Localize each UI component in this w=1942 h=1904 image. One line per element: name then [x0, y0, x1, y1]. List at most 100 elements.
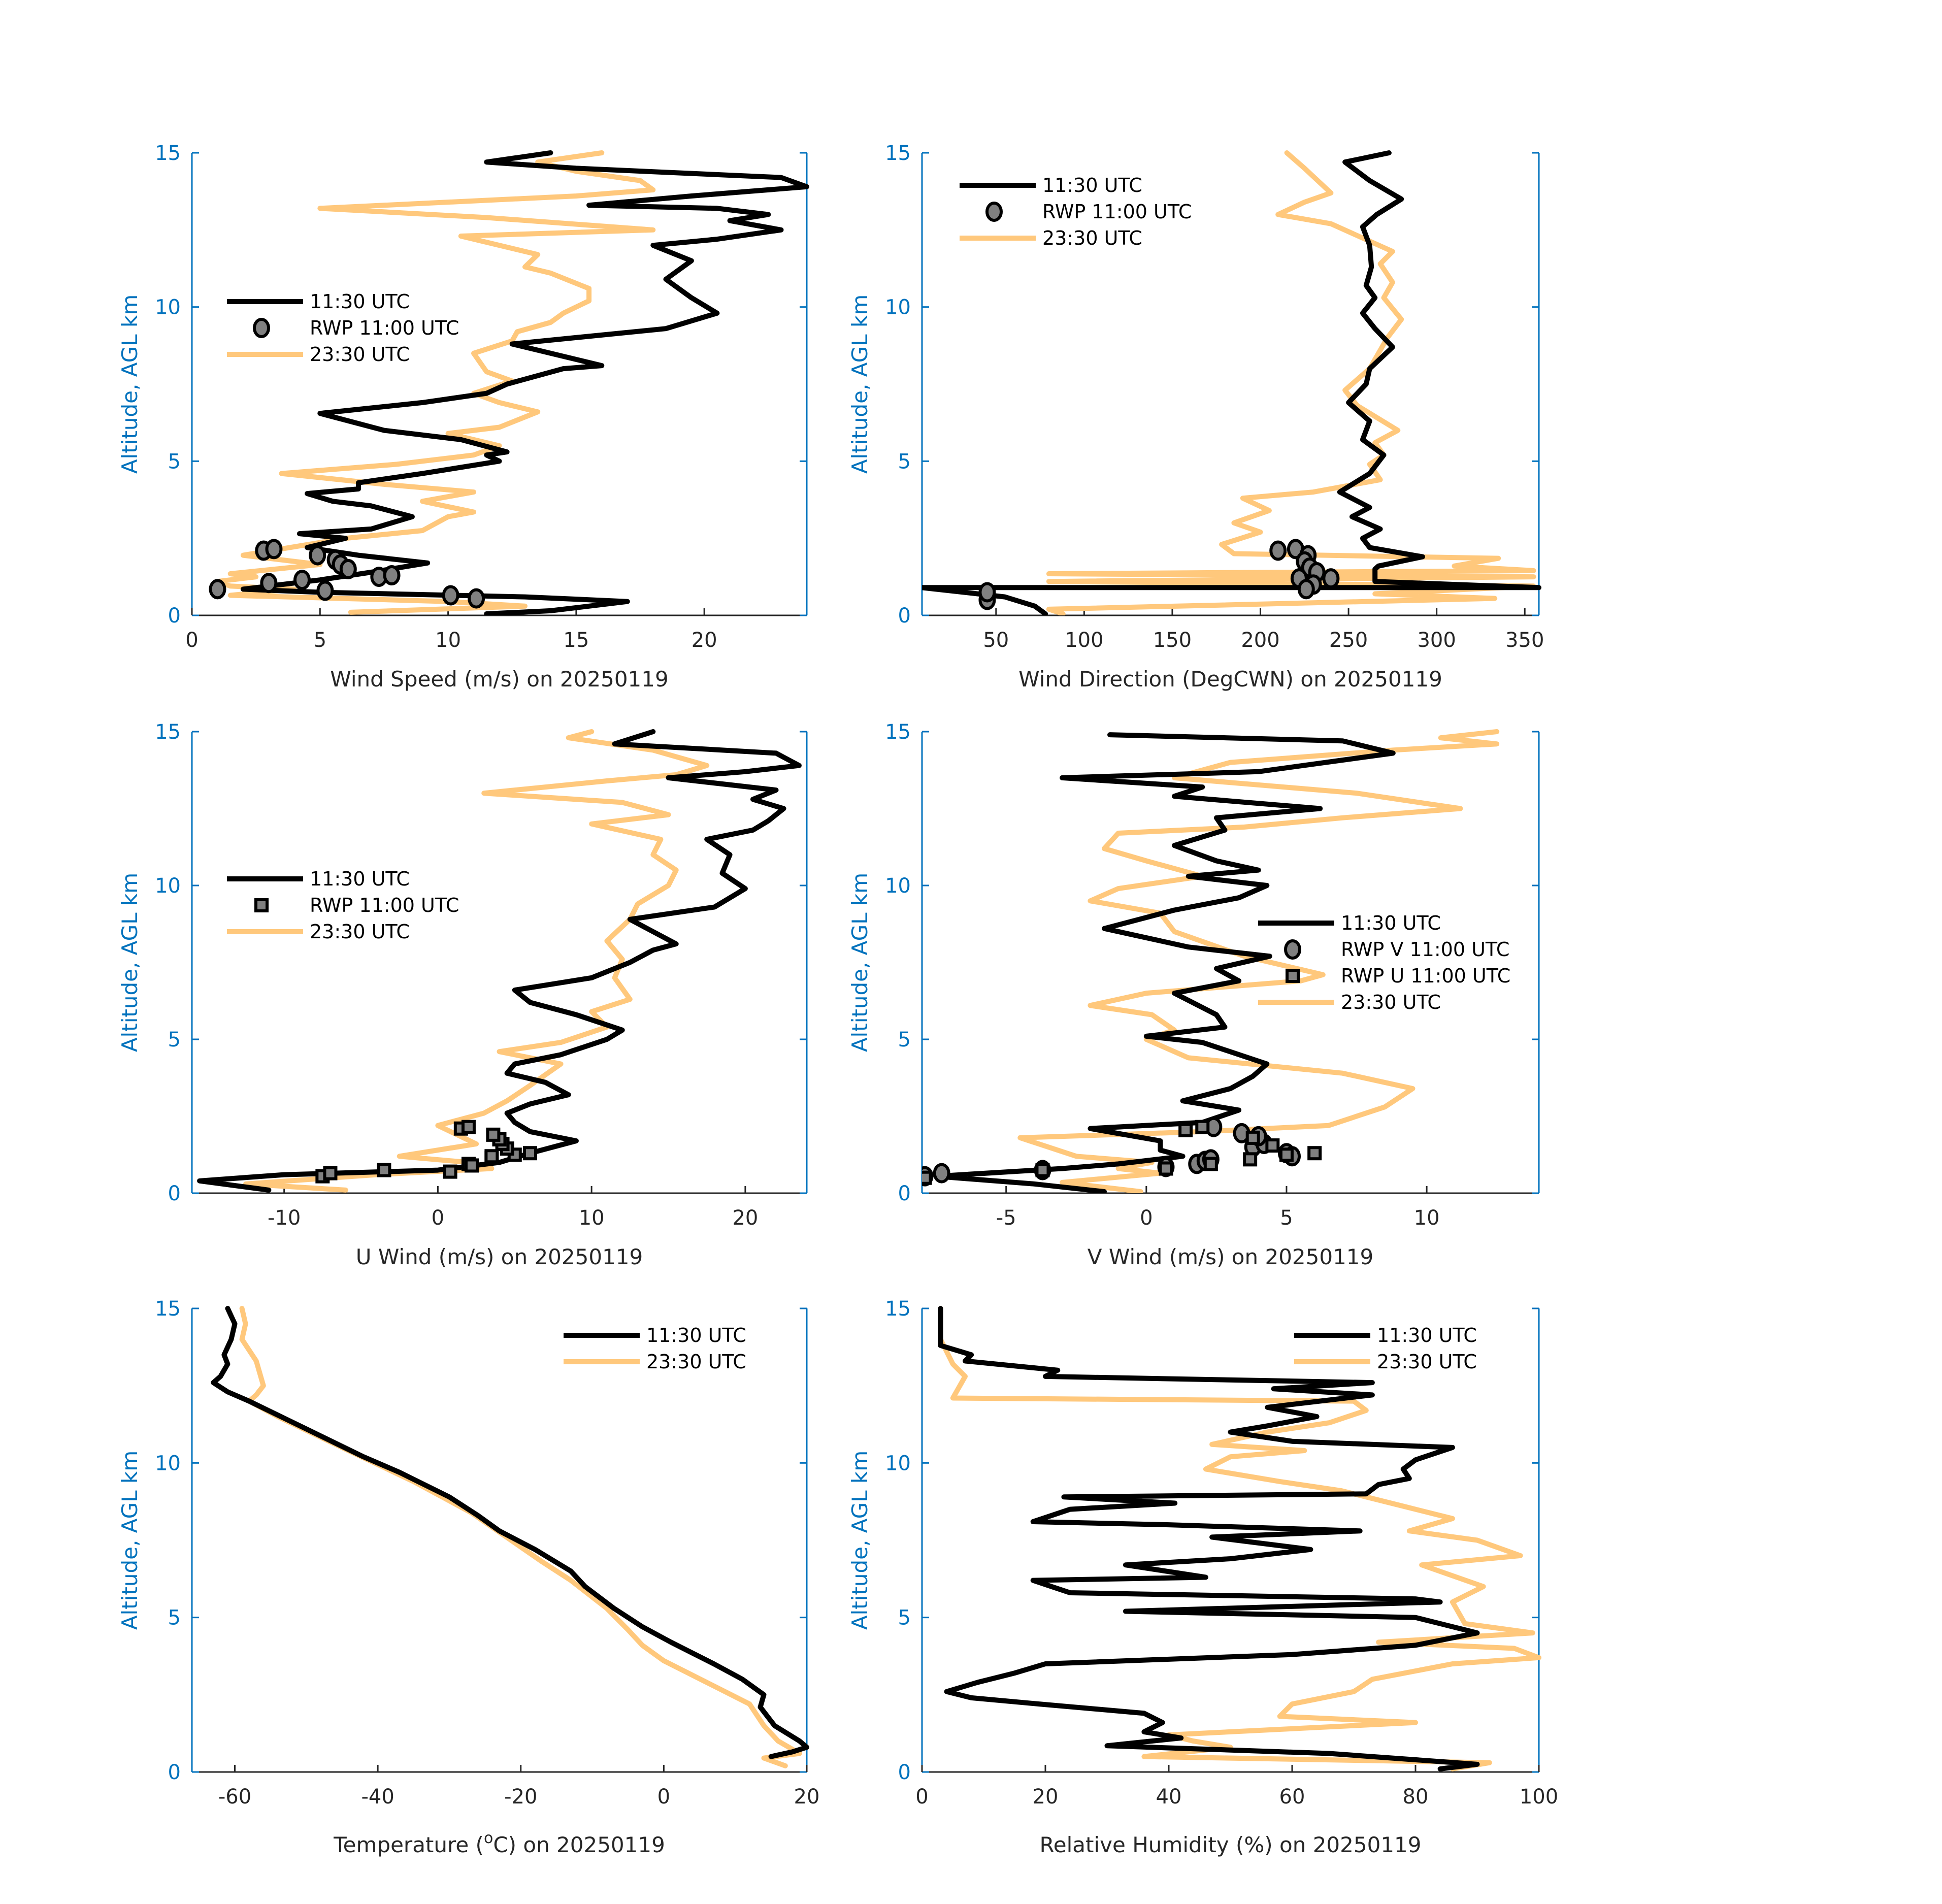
- x-tick-label: 10: [1414, 1206, 1440, 1230]
- panel-v-wind: 0 5 10 15 -5 0 5 10 Altitude, AGL km V Wind (m/s)…: [847, 720, 1540, 1269]
- y-tick-label: 0: [168, 604, 181, 628]
- rwp-point-rwp-11-00-utc: [978, 582, 996, 603]
- x-axis-label: Wind Direction (DegCWN) on 20250119: [1018, 667, 1442, 692]
- rwp-point-rwp-11-00-utc: [442, 585, 459, 606]
- rwp-point-rwp-v-11-00-utc: [933, 1163, 950, 1184]
- x-tick-label: 100: [1065, 629, 1103, 652]
- rwp-point-rwp-u-11-00-utc: [1243, 1152, 1258, 1167]
- x-tick-label: -5: [996, 1206, 1016, 1230]
- plot-area: [209, 150, 809, 615]
- y-tick-label: 10: [885, 874, 911, 898]
- y-axis-label: Altitude, AGL km: [117, 873, 142, 1052]
- legend-label: 23:30 UTC: [310, 343, 410, 366]
- x-tick-label: 10: [435, 629, 461, 652]
- y-axis-label: Altitude, AGL km: [847, 1451, 872, 1630]
- legend-swatch-square: [254, 898, 269, 912]
- plot-area: [197, 729, 802, 1193]
- x-label-part: Temperature (: [333, 1832, 484, 1857]
- series-line-11-30-utc: [933, 732, 1396, 1193]
- y-axis-label: Altitude, AGL km: [847, 294, 872, 474]
- y-tick-label: 0: [898, 1182, 911, 1205]
- rwp-point-rwp-u-11-00-utc: [1265, 1138, 1280, 1153]
- degree-superscript: o: [484, 1829, 493, 1847]
- legend-label: 11:30 UTC: [1042, 174, 1142, 196]
- legend-swatch-square: [1286, 969, 1300, 983]
- y-tick-label: 15: [155, 142, 181, 165]
- rwp-point-rwp-11-00-utc: [468, 588, 485, 609]
- series-line-23-30-utc: [1017, 729, 1500, 1193]
- legend: 11:30 UTC RWP V 11:00 UTC RWP U 11:00 UTC 2…: [1258, 912, 1510, 1013]
- legend: 11:30 UTC RWP 11:00 UTC 23:30 UTC: [227, 868, 459, 943]
- plot-area: [922, 729, 1500, 1193]
- x-tick-label: 50: [983, 629, 1009, 652]
- rwp-point-rwp-u-11-00-utc: [1307, 1146, 1322, 1161]
- legend-label: 11:30 UTC: [1377, 1324, 1477, 1347]
- rwp-point-rwp-11-00-utc: [1322, 568, 1340, 589]
- rwp-point-rwp-u-11-00-utc: [1279, 1147, 1294, 1162]
- rwp-point-rwp-u-11-00-utc: [1035, 1163, 1050, 1177]
- y-tick-label: 0: [898, 1761, 911, 1784]
- y-tick-label: 15: [885, 1297, 911, 1321]
- panel-wind-direction: 0 5 10 15 50 100 150 200 250 300 350 Altitude, AGL …: [847, 142, 1544, 692]
- x-tick-label: 20: [1033, 1785, 1059, 1809]
- x-tick-label: 0: [432, 1206, 444, 1230]
- rwp-point-rwp-11-00-utc: [465, 1158, 479, 1173]
- x-tick-label: 5: [1280, 1206, 1293, 1230]
- series-line-23-30-utc: [938, 1306, 1541, 1771]
- rwp-point-rwp-11-00-utc: [484, 1149, 499, 1164]
- rwp-point-rwp-u-11-00-utc: [922, 1170, 932, 1185]
- y-tick-label: 5: [168, 1028, 181, 1052]
- rwp-point-rwp-11-00-utc: [260, 573, 278, 594]
- y-tick-label: 15: [885, 720, 911, 744]
- y-tick-label: 0: [168, 1182, 181, 1205]
- rwp-point-rwp-11-00-utc: [309, 545, 326, 566]
- series-line-23-30-utc: [1046, 150, 1536, 615]
- y-axis-label: Altitude, AGL km: [117, 1451, 142, 1630]
- panel-relative-humidity: 0 5 10 15 0 20 40 60 80 100 Altitude, AGL km Relati…: [847, 1297, 1558, 1857]
- y-tick-label: 10: [155, 874, 181, 898]
- x-tick-label: 20: [794, 1785, 820, 1809]
- y-tick-label: 5: [168, 1606, 181, 1630]
- panel-temperature: 0 5 10 15 -60 -40 -20 0 20 Altitude, AGL km Temper…: [117, 1297, 819, 1857]
- legend-label: RWP 11:00 UTC: [310, 894, 459, 916]
- y-axis-label: Altitude, AGL km: [847, 873, 872, 1052]
- legend-label: 23:30 UTC: [1341, 991, 1441, 1013]
- rwp-point-rwp-11-00-utc: [316, 580, 334, 601]
- x-tick-label: 20: [692, 629, 717, 652]
- y-tick-label: 5: [898, 1028, 911, 1052]
- x-tick-label: 100: [1520, 1785, 1558, 1809]
- legend: 11:30 UTC RWP 11:00 UTC 23:30 UTC: [227, 290, 459, 366]
- rwp-point-rwp-11-00-utc: [265, 539, 283, 560]
- rwp-point-rwp-11-00-utc: [523, 1146, 538, 1161]
- rwp-point-rwp-11-00-utc: [209, 579, 226, 600]
- series-line-11-30-utc: [938, 1306, 1480, 1771]
- rwp-point-rwp-11-00-utc: [293, 570, 311, 590]
- series-line-11-30-utc: [197, 729, 802, 1193]
- rwp-point-rwp-11-00-utc: [1297, 579, 1315, 600]
- rwp-point-rwp-11-00-utc: [383, 565, 401, 586]
- rwp-point-rwp-11-00-utc: [443, 1164, 457, 1179]
- rwp-point-rwp-11-00-utc: [323, 1166, 338, 1180]
- y-tick-label: 15: [155, 720, 181, 744]
- x-tick-label: 0: [657, 1785, 670, 1809]
- legend-label: RWP 11:00 UTC: [310, 317, 459, 339]
- panel-wind-speed: 0 5 10 15 0 5 10 15 20 Altitude, AGL km Wind Speed…: [117, 142, 809, 692]
- y-axis-label: Altitude, AGL km: [117, 294, 142, 474]
- x-axis-label: V Wind (m/s) on 20250119: [1088, 1244, 1374, 1269]
- legend-label: 11:30 UTC: [310, 868, 410, 890]
- y-tick-label: 0: [898, 604, 911, 628]
- series-line-11-30-utc: [240, 150, 809, 615]
- x-tick-label: 300: [1417, 629, 1456, 652]
- y-tick-label: 0: [168, 1761, 181, 1784]
- x-tick-label: 250: [1329, 629, 1368, 652]
- rwp-point-rwp-u-11-00-utc: [1203, 1157, 1218, 1171]
- legend-label: 23:30 UTC: [646, 1351, 746, 1373]
- y-tick-label: 5: [898, 450, 911, 473]
- legend-label: 23:30 UTC: [1042, 227, 1142, 249]
- y-tick-label: 10: [885, 296, 911, 319]
- series-line-11-30-utc: [211, 1306, 809, 1759]
- x-axis-label: U Wind (m/s) on 20250119: [356, 1244, 643, 1269]
- legend-label: 11:30 UTC: [646, 1324, 746, 1347]
- x-label-part: C) on 20250119: [493, 1832, 665, 1857]
